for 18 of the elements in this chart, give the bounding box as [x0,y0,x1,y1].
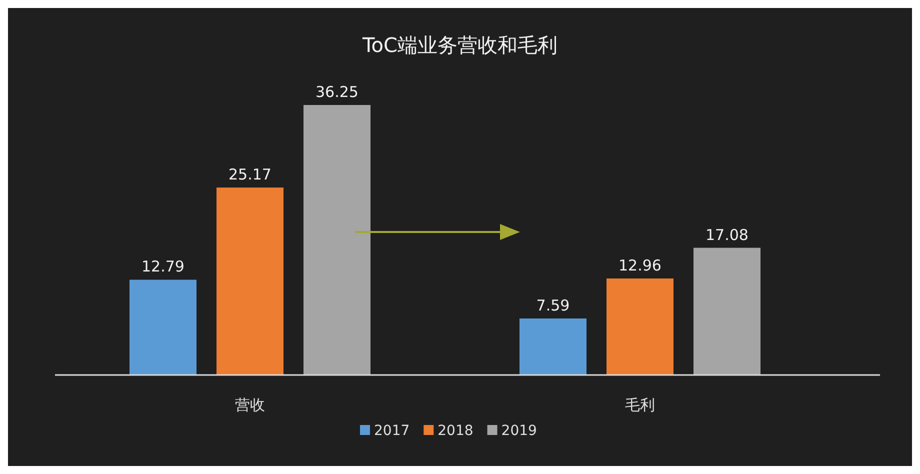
bar [520,318,586,375]
chart-title: ToC端业务营收和毛利 [361,33,558,57]
data-label: 12.79 [142,258,184,276]
data-label: 25.17 [228,166,272,184]
data-label: 36.25 [316,83,358,101]
bar [216,188,284,375]
x-tick-label: 毛利 [625,396,655,414]
x-tick-label: 营收 [235,396,265,414]
bar [694,248,760,375]
legend-label: 2019 [501,423,537,439]
legend-label: 2017 [374,423,410,439]
bar [304,105,370,375]
legend-label: 2018 [438,423,474,439]
data-label: 17.08 [706,226,748,244]
bar [130,280,196,375]
data-label: 7.59 [536,296,570,314]
bar [606,278,674,375]
data-label: 12.96 [618,256,662,274]
